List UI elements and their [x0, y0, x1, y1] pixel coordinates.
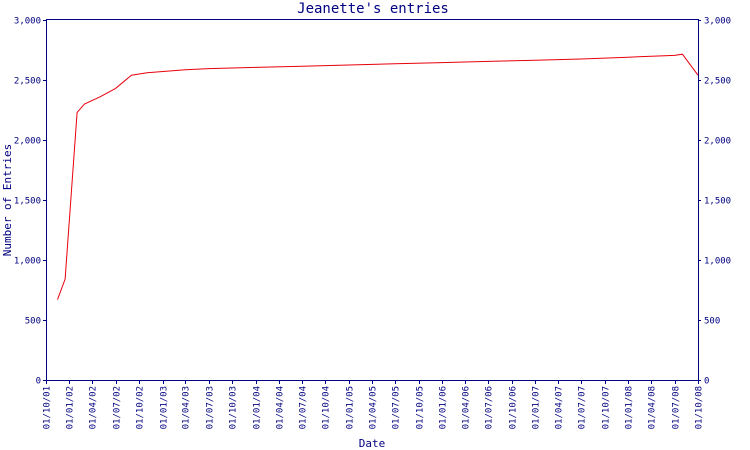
x-tick-label: 01/07/07	[578, 386, 588, 429]
x-tick-label: 01/10/05	[416, 386, 426, 429]
y-tick-label-right: 2,000	[704, 137, 731, 147]
x-tick-label: 01/01/02	[66, 386, 76, 429]
x-tick-label: 01/01/07	[532, 386, 542, 429]
series-layer	[57, 53, 699, 300]
x-tick-label: 01/07/08	[672, 386, 682, 429]
right-y-axis: 0 500 1,000 1,500 2,000 2,500 3,000	[698, 17, 731, 387]
x-tick-label: 01/01/03	[160, 386, 170, 429]
x-tick-label: 01/04/02	[89, 386, 99, 429]
x-tick-label: 01/07/04	[299, 386, 309, 429]
x-tick-label: 01/10/01	[43, 386, 53, 429]
x-tick-label: 01/04/08	[648, 386, 658, 429]
y-tick-label-right: 500	[704, 317, 720, 327]
x-tick-label: 01/04/04	[276, 386, 286, 429]
x-tick-label: 01/01/08	[625, 386, 635, 429]
y-tick-label-left: 1,000	[14, 257, 41, 267]
y-tick-label-right: 3,000	[704, 17, 731, 27]
y-tick-label-right: 2,500	[704, 77, 731, 87]
x-tick-label: 01/10/04	[322, 386, 332, 429]
y-tick-label-right: 0	[704, 377, 709, 387]
y-tick-label-left: 0	[36, 377, 41, 387]
x-tick-label: 01/01/06	[439, 386, 449, 429]
y-tick-label-left: 3,000	[14, 17, 41, 27]
x-tick-label: 01/01/05	[346, 386, 356, 429]
x-tick-label: 01/10/02	[136, 386, 146, 429]
x-tick-label: 01/10/06	[509, 386, 519, 429]
x-tick-label: 01/10/03	[229, 386, 239, 429]
y-tick-label-left: 500	[25, 317, 41, 327]
series-line	[57, 53, 699, 300]
chart-title: Jeanette's entries	[297, 1, 449, 17]
x-tick-label: 01/04/06	[462, 386, 472, 429]
x-tick-label: 01/04/03	[182, 386, 192, 429]
x-tick-label: 01/07/05	[392, 386, 402, 429]
x-tick-label: 01/10/08	[695, 386, 705, 429]
y-tick-label-right: 1,000	[704, 257, 731, 267]
x-tick-label: 01/07/03	[206, 386, 216, 429]
y-tick-label-right: 1,500	[704, 197, 731, 207]
x-axis: 01/10/01 01/01/02 01/04/02 01/07/02 01/10/02…	[43, 380, 705, 429]
x-tick-label: 01/10/07	[602, 386, 612, 429]
y-tick-label-left: 2,500	[14, 77, 41, 87]
left-y-axis: 0 500 1,000 1,500 2,000 2,500 3,000	[14, 17, 46, 387]
y-tick-label-left: 1,500	[14, 197, 41, 207]
x-tick-label: 01/07/02	[113, 386, 123, 429]
x-axis-title: Date	[359, 437, 386, 450]
y-axis-title: Number of Entries	[1, 144, 14, 257]
x-tick-label: 01/04/07	[555, 386, 565, 429]
x-tick-label: 01/07/06	[485, 386, 495, 429]
x-tick-label: 01/04/05	[369, 386, 379, 429]
y-tick-label-left: 2,000	[14, 137, 41, 147]
x-tick-label: 01/01/04	[253, 386, 263, 429]
